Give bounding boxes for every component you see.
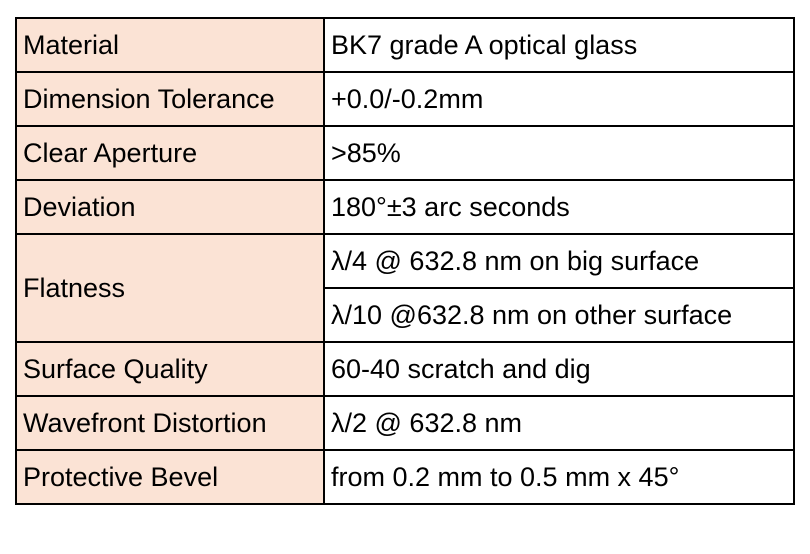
row-label-dimension-tolerance: Dimension Tolerance [15, 71, 325, 127]
table-row: Material BK7 grade A optical glass [15, 17, 795, 73]
row-value-surface-quality: 60-40 scratch and dig [323, 341, 795, 397]
row-value-deviation: 180°±3 arc seconds [323, 179, 795, 235]
table-row: Clear Aperture >85% [15, 125, 795, 181]
table-row: Wavefront Distortion λ/2 @ 632.8 nm [15, 395, 795, 451]
row-label-deviation: Deviation [15, 179, 325, 235]
row-label-material: Material [15, 17, 325, 73]
spec-table: Material BK7 grade A optical glass Dimen… [15, 17, 795, 505]
row-label-surface-quality: Surface Quality [15, 341, 325, 397]
row-value-protective-bevel: from 0.2 mm to 0.5 mm x 45° [323, 449, 795, 505]
row-label-clear-aperture: Clear Aperture [15, 125, 325, 181]
row-label-flatness: Flatness [15, 233, 325, 343]
row-value-material: BK7 grade A optical glass [323, 17, 795, 73]
spec-table-container: Material BK7 grade A optical glass Dimen… [15, 17, 795, 505]
row-value-flatness-other-surface: λ/10 @632.8 nm on other surface [323, 287, 795, 343]
table-row: λ/10 @632.8 nm on other surface [16, 287, 795, 343]
row-value-clear-aperture: >85% [323, 125, 795, 181]
row-value-flatness-big-surface: λ/4 @ 632.8 nm on big surface [323, 233, 795, 289]
row-value-wavefront-distortion: λ/2 @ 632.8 nm [323, 395, 795, 451]
table-row: Surface Quality 60-40 scratch and dig [15, 341, 795, 397]
row-label-protective-bevel: Protective Bevel [15, 449, 325, 505]
spec-table-body: Material BK7 grade A optical glass Dimen… [15, 17, 795, 505]
table-row: Deviation 180°±3 arc seconds [15, 179, 795, 235]
row-label-wavefront-distortion: Wavefront Distortion [15, 395, 325, 451]
row-value-dimension-tolerance: +0.0/-0.2mm [323, 71, 795, 127]
table-row: Flatness λ/4 @ 632.8 nm on big surface [15, 233, 795, 343]
table-row: Dimension Tolerance +0.0/-0.2mm [15, 71, 795, 127]
table-row: Protective Bevel from 0.2 mm to 0.5 mm x… [15, 449, 795, 505]
